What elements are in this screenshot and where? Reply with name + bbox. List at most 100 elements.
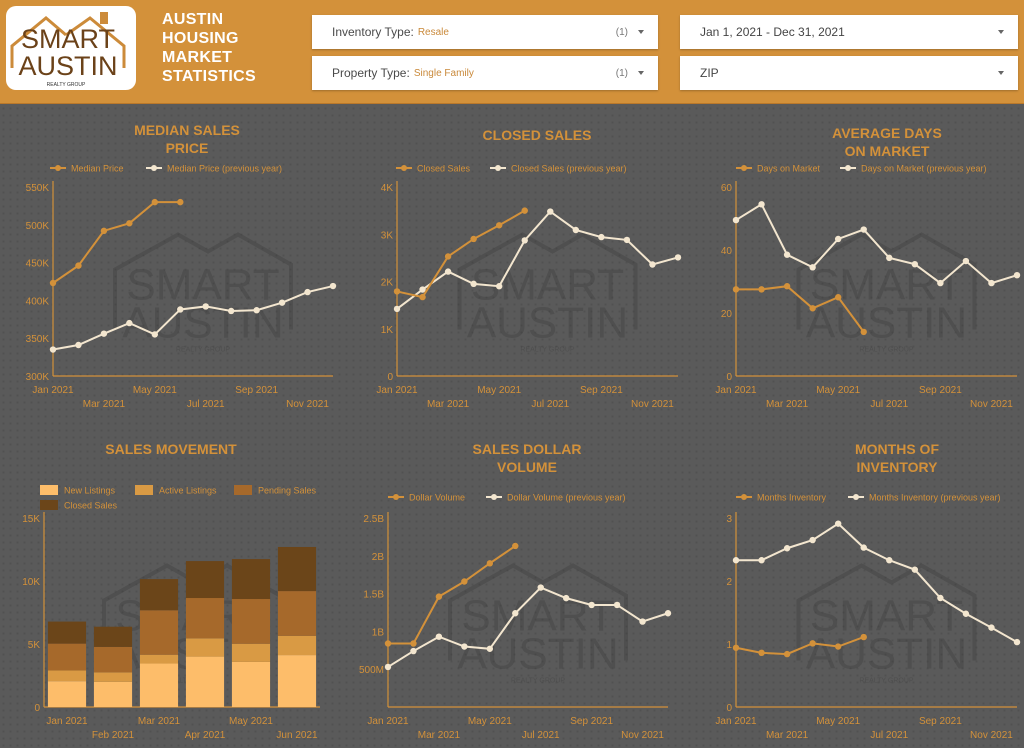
stacked-bar-segment bbox=[231, 599, 271, 644]
data-point bbox=[732, 557, 740, 564]
watermark-sub: REALTY GROUP bbox=[859, 347, 914, 354]
chevron-down-icon bbox=[998, 30, 1004, 34]
data-point bbox=[639, 618, 646, 625]
data-point bbox=[1013, 272, 1021, 279]
legend-label: Closed Sales bbox=[64, 501, 118, 511]
data-point bbox=[886, 557, 893, 564]
data-point bbox=[304, 288, 311, 296]
property-type-count: (1) bbox=[615, 67, 628, 79]
inventory-type-dropdown[interactable]: Inventory Type: Resale (1) bbox=[312, 15, 658, 49]
x-tick-label: May 2021 bbox=[468, 716, 512, 727]
x-tick-label: Mar 2021 bbox=[766, 399, 809, 410]
data-point bbox=[393, 288, 401, 295]
x-tick-label: Sep 2021 bbox=[919, 716, 962, 727]
data-point bbox=[547, 208, 554, 215]
data-point bbox=[860, 544, 867, 551]
data-point bbox=[834, 643, 842, 650]
chart-title-line: PRICE bbox=[165, 140, 209, 156]
data-point bbox=[860, 633, 867, 641]
stacked-bar-segment bbox=[185, 656, 225, 707]
data-point bbox=[278, 299, 286, 306]
data-point bbox=[521, 207, 528, 214]
chevron-down-icon bbox=[638, 71, 644, 75]
chart-title-line: MEDIAN SALES bbox=[134, 122, 240, 138]
legend-label: Median Price bbox=[71, 164, 124, 174]
x-tick-label: Nov 2021 bbox=[970, 730, 1013, 741]
data-point bbox=[732, 216, 740, 224]
inventory-type-count: (1) bbox=[615, 26, 628, 38]
data-point bbox=[783, 283, 791, 290]
data-point bbox=[202, 303, 209, 310]
x-tick-label: Jan 2021 bbox=[715, 716, 757, 727]
data-point bbox=[521, 237, 528, 244]
x-tick-label: Nov 2021 bbox=[286, 399, 329, 410]
stacked-bar-segment bbox=[139, 579, 179, 611]
x-tick-label: Nov 2021 bbox=[621, 730, 664, 741]
series-line bbox=[388, 545, 516, 645]
data-point bbox=[758, 649, 765, 657]
data-point bbox=[988, 279, 995, 287]
data-point bbox=[470, 235, 477, 243]
legend-swatch bbox=[234, 485, 252, 495]
data-point bbox=[49, 346, 57, 353]
data-point bbox=[177, 306, 184, 313]
data-point bbox=[151, 198, 159, 206]
y-tick-label: 2.5B bbox=[363, 514, 384, 525]
property-type-label: Property Type: bbox=[332, 66, 410, 80]
watermark-line1: SMART bbox=[810, 592, 963, 641]
x-tick-label: Mar 2021 bbox=[766, 730, 809, 741]
data-point bbox=[783, 650, 791, 658]
data-point bbox=[486, 560, 494, 567]
logo-line1: SMART bbox=[21, 24, 115, 54]
title-line: STATISTICS bbox=[162, 68, 256, 85]
data-point bbox=[384, 640, 392, 647]
data-point bbox=[329, 282, 337, 290]
legend-swatch-dot bbox=[55, 165, 61, 171]
stacked-bar-segment bbox=[185, 598, 225, 639]
stacked-bar-segment bbox=[277, 591, 317, 636]
property-type-dropdown[interactable]: Property Type: Single Family (1) bbox=[312, 56, 658, 90]
y-tick-label: 500M bbox=[359, 665, 384, 676]
date-range-picker[interactable]: Jan 1, 2021 - Dec 31, 2021 bbox=[680, 15, 1018, 49]
data-point bbox=[419, 293, 426, 301]
x-tick-label: Jun 2021 bbox=[276, 730, 318, 741]
x-tick-label: Jul 2021 bbox=[522, 730, 560, 741]
y-tick-label: 3K bbox=[381, 230, 394, 241]
data-point bbox=[126, 319, 133, 327]
data-point bbox=[461, 643, 468, 650]
data-point bbox=[860, 328, 867, 336]
smart-austin-logo: SMART AUSTIN REALTY GROUP ® bbox=[6, 6, 136, 90]
data-point bbox=[860, 226, 867, 233]
x-tick-label: Mar 2021 bbox=[418, 730, 461, 741]
stacked-bar-segment bbox=[277, 546, 317, 592]
zip-dropdown[interactable]: ZIP bbox=[680, 56, 1018, 90]
legend-label: Days on Market (previous year) bbox=[861, 164, 987, 174]
data-point bbox=[809, 640, 816, 647]
property-type-value: Single Family bbox=[413, 67, 474, 79]
data-point bbox=[732, 644, 740, 651]
watermark-roof bbox=[113, 232, 293, 330]
data-point bbox=[834, 520, 842, 527]
y-tick-label: 2B bbox=[372, 552, 385, 563]
median-price-title: MEDIAN SALES PRICE bbox=[100, 121, 274, 157]
stacked-bar-segment bbox=[139, 610, 179, 655]
stacked-bar-segment bbox=[231, 643, 271, 662]
stacked-bar-segment bbox=[93, 626, 133, 647]
data-point bbox=[962, 257, 970, 265]
legend-label: Dollar Volume bbox=[409, 493, 465, 503]
stacked-bar-segment bbox=[93, 672, 133, 682]
data-point bbox=[49, 279, 57, 287]
data-point bbox=[664, 610, 672, 617]
data-point bbox=[988, 624, 995, 631]
x-tick-label: Sep 2021 bbox=[570, 716, 613, 727]
watermark-roof bbox=[796, 563, 977, 661]
series-line bbox=[387, 586, 669, 668]
data-point bbox=[470, 280, 477, 288]
data-point bbox=[758, 286, 765, 293]
inventory-type-label: Inventory Type: bbox=[332, 25, 414, 39]
data-point bbox=[562, 594, 570, 602]
y-tick-label: 10K bbox=[22, 577, 40, 588]
legend-label: Days on Market bbox=[757, 164, 821, 174]
y-tick-label: 1.5B bbox=[363, 590, 384, 601]
y-tick-label: 450K bbox=[26, 259, 50, 270]
